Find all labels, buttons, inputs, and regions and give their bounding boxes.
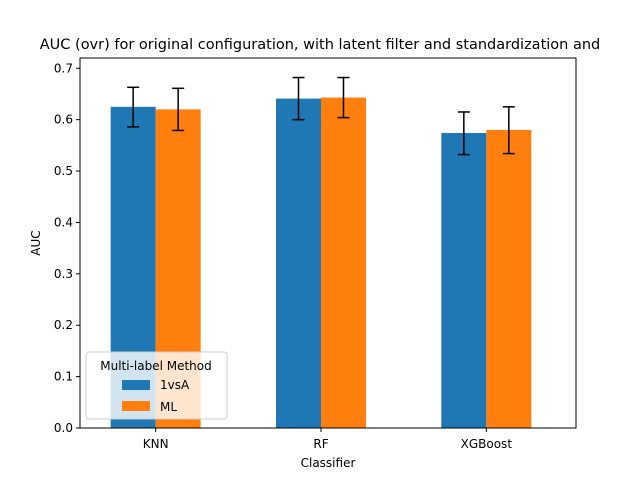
legend-title: Multi-label Method [100,359,212,373]
legend-swatch-1vsa [122,380,150,390]
y-tick-label: 0.4 [54,215,73,229]
bar-rf-ml [321,97,366,428]
x-axis: KNN RF XGBoost [143,428,513,451]
x-tick-label: KNN [143,437,169,451]
y-tick-label: 0.7 [54,61,73,75]
plot-frame [79,57,577,429]
legend-label-ml: ML [160,400,177,414]
y-axis-label: AUC [29,230,43,255]
legend: Multi-label Method 1vsA ML [85,351,228,420]
x-tick-label: XGBoost [461,437,513,451]
bars-group [110,97,532,428]
x-tick-label: RF [313,437,328,451]
y-tick-label: 0.5 [54,164,73,178]
y-axis: 0.0 0.1 0.2 0.3 0.4 0.5 0.6 0.7 [54,61,80,435]
x-axis-label: Classifier [301,456,356,470]
y-tick-label: 0.1 [54,370,73,384]
y-tick-label: 0.0 [54,421,73,435]
y-tick-label: 0.3 [54,267,73,281]
error-bars-group [127,76,515,156]
bar-xgboost-ml [486,129,532,428]
legend-swatch-ml [122,401,150,411]
y-tick-label: 0.6 [54,113,73,127]
bar-xgboost-1vsa [441,133,487,428]
bar-rf-1vsa [276,98,321,428]
legend-box [85,351,228,420]
y-tick-label: 0.2 [54,318,73,332]
chart-title: AUC (ovr) for original configuration, wi… [40,37,600,53]
legend-label-1vsa: 1vsA [160,378,190,392]
